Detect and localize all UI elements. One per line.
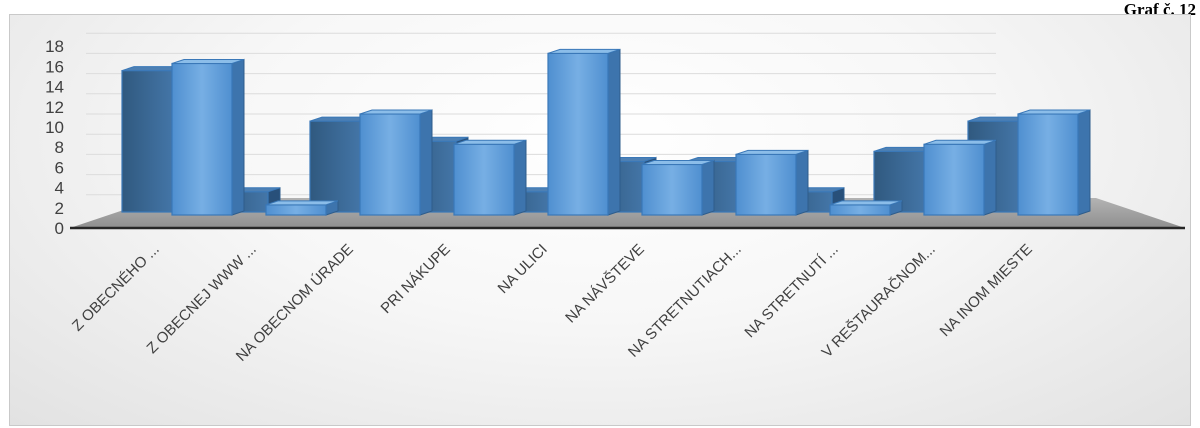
front-bar-front <box>923 143 985 216</box>
front-bar <box>453 139 527 216</box>
front-bar <box>735 149 809 216</box>
y-tick-label: 4 <box>55 179 64 198</box>
front-bar-top <box>923 139 997 145</box>
x-category-label: NA INOM MIESTE <box>937 241 1036 340</box>
x-category-label: Z OBECNÉHO ... <box>69 241 163 335</box>
y-tick-label: 14 <box>45 78 64 97</box>
front-bar-side <box>419 109 433 216</box>
y-tick-label: 8 <box>55 138 64 157</box>
front-bar-side <box>513 139 527 216</box>
front-bar-top <box>547 48 621 54</box>
front-bar-side <box>795 149 809 216</box>
x-category-label: PRI NÁKUPE <box>378 241 454 317</box>
front-bar-side <box>983 139 997 216</box>
front-bar-side <box>231 58 245 216</box>
front-bar <box>1017 109 1091 216</box>
front-bar-side <box>1077 109 1091 216</box>
back-bar-front <box>121 69 175 213</box>
x-category-label: NA ULICI <box>495 241 551 297</box>
front-bar <box>359 109 433 216</box>
y-tick-label: 10 <box>45 118 64 137</box>
x-category-label: NA STRETNUTIACH... <box>625 241 745 361</box>
y-tick-label: 18 <box>45 37 64 56</box>
y-tick-label: 12 <box>45 98 64 117</box>
front-bar <box>829 200 903 216</box>
y-tick-label: 0 <box>55 219 64 238</box>
front-bar-front <box>453 143 515 216</box>
front-bar-top <box>453 139 527 145</box>
front-series <box>171 48 1091 216</box>
front-bar-side <box>607 48 621 216</box>
y-tick-label: 16 <box>45 57 64 76</box>
x-category-label: V REŠTAURAČNOM... <box>819 241 939 361</box>
front-bar-top <box>735 149 809 155</box>
front-bar <box>923 139 997 216</box>
front-bar-front <box>829 204 891 216</box>
front-bar <box>547 48 621 216</box>
front-bar-front <box>171 62 233 216</box>
front-bar-front <box>1017 113 1079 216</box>
front-bar <box>641 159 715 216</box>
x-category-label: NA STRETNUTÍ ... <box>741 241 841 341</box>
front-bar-top <box>265 200 339 206</box>
front-bar-top <box>359 109 433 115</box>
front-bar-top <box>829 200 903 206</box>
front-bar-side <box>701 159 715 216</box>
front-bar-front <box>641 163 703 216</box>
front-bar-top <box>171 59 245 64</box>
x-category-label: Z OBECNEJ WWW ... <box>144 241 260 357</box>
back-bar-front <box>309 120 363 213</box>
x-category-label: NA NÁVŠTEVE <box>562 241 648 327</box>
front-bar-front <box>735 153 797 216</box>
front-bar-top <box>641 160 715 165</box>
front-bar-front <box>265 204 327 216</box>
front-bar <box>171 58 245 216</box>
front-bar-front <box>359 113 421 216</box>
y-tick-label: 6 <box>55 158 64 177</box>
front-bar-top <box>1017 109 1091 115</box>
front-bar-front <box>547 52 609 216</box>
front-bar <box>265 200 339 216</box>
y-tick-label: 2 <box>55 199 64 218</box>
